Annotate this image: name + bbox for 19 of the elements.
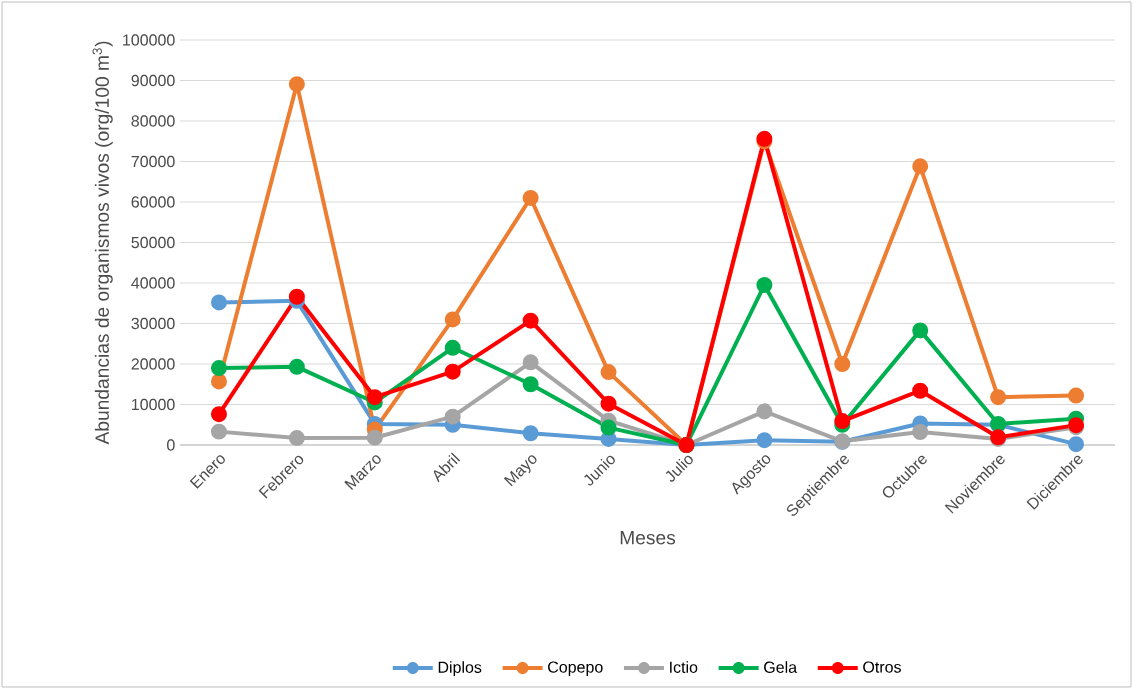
y-tick-label: 100000 [123, 34, 175, 46]
y-tick-label: 70000 [131, 155, 175, 168]
y-tick-label: 20000 [131, 358, 175, 370]
legend-label: Gela [764, 661, 798, 673]
y-tick-label: 30000 [131, 317, 175, 330]
x-tick-label: Julio [665, 455, 693, 482]
y-tick-label: 60000 [131, 196, 175, 208]
y-tick-label: 10000 [132, 398, 175, 411]
y-tick-label: 80000 [131, 115, 175, 127]
x-axis-title: Meses [620, 531, 676, 545]
y-tick-label: 0 [167, 439, 175, 451]
y-tick-label: 90000 [131, 74, 175, 87]
y-tick-label: 40000 [131, 277, 175, 289]
y-tick-label: 50000 [131, 236, 175, 249]
legend-label: Otros [863, 661, 901, 673]
legend-label: Diplos [438, 661, 482, 677]
y-axis-title: Abundancias de organismos vivos (org/100 m$^{3}$) [92, 41, 113, 445]
legend-label: Copepo [548, 661, 603, 676]
legend-label: Ictio [670, 661, 698, 673]
